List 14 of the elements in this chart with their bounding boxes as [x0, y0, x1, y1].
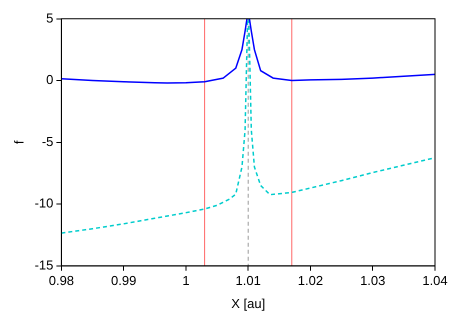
x-tick-label: 0.99 — [111, 273, 136, 288]
x-tick-label: 1.03 — [360, 273, 386, 288]
y-axis-title: f — [11, 140, 26, 144]
y-tick-label: -15 — [34, 257, 54, 272]
x-tick-label: 1.01 — [236, 273, 261, 288]
x-tick-label: 0.98 — [48, 273, 74, 288]
y-tick-label: 0 — [46, 72, 54, 88]
x-tick-label: 1.04 — [422, 273, 448, 288]
y-tick-label: 5 — [46, 10, 54, 26]
x-tick-label: 1 — [182, 273, 190, 288]
x-tick-label: 1.02 — [298, 273, 324, 288]
x-axis-title: X [au] — [231, 296, 266, 311]
y-tick-label: -5 — [42, 134, 54, 149]
y-tick-label: -10 — [34, 196, 54, 211]
